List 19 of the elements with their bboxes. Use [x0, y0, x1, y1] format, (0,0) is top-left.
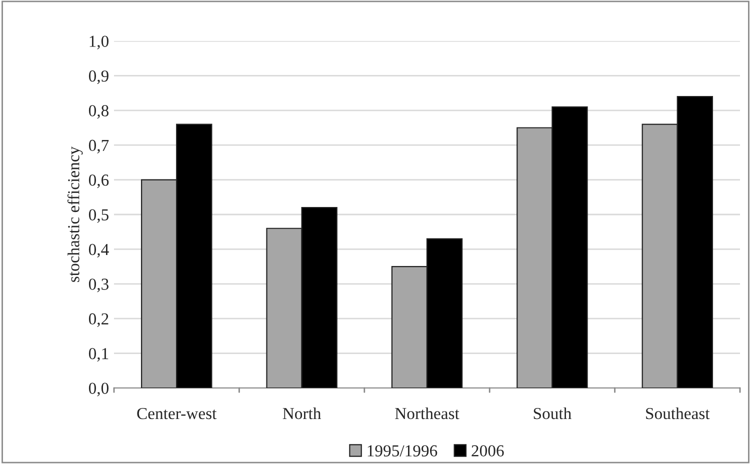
y-tick-label: 0,8 [88, 105, 109, 119]
y-tick-label: 0,2 [88, 313, 108, 327]
y-tick-label: 1,0 [90, 36, 109, 50]
y-tick-label: 0,9 [88, 70, 108, 84]
x-tick-label: North [282, 407, 322, 420]
x-tick-label: Center-west [137, 408, 217, 420]
x-tick-label: Northeast [395, 407, 460, 420]
y-tick-label: 0,1 [88, 348, 108, 362]
y-tick-label: 0,6 [88, 174, 109, 188]
x-tick-label: South [534, 407, 572, 420]
y-tick-label: 0,7 [88, 140, 109, 154]
y-tick-label: 0,4 [88, 244, 109, 258]
x-tick-label: Southeast [646, 407, 710, 420]
legend-label: 2006 [472, 445, 504, 456]
y-tick-label: 0,0 [88, 382, 109, 396]
y-tick-label: 0,3 [88, 278, 108, 292]
y-axis-title: stochastic efficiency [67, 146, 83, 282]
legend-label: 1995/1996 [368, 445, 438, 456]
y-tick-label: 0,5 [88, 209, 108, 223]
